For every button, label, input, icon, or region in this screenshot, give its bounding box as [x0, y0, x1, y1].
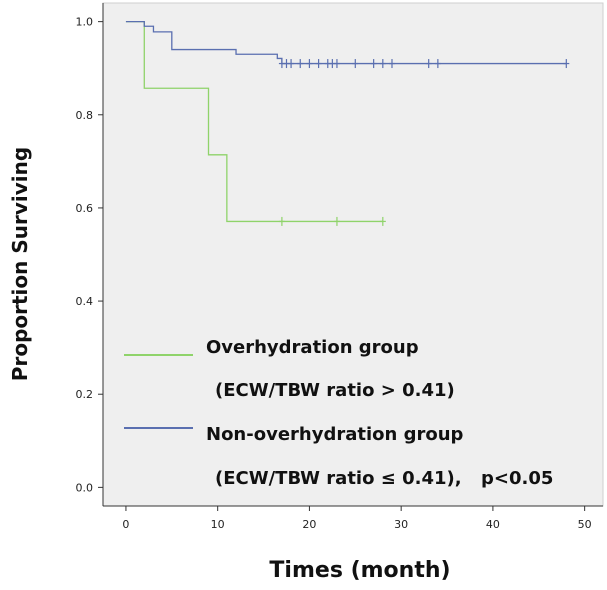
legend: Overhydration group (ECW/TBW ratio > 0.4…	[124, 337, 553, 489]
censor-mark-non-overhydration	[333, 59, 340, 69]
y-tick-label: 0.8	[76, 109, 94, 122]
y-tick-label: 1.0	[76, 16, 94, 29]
censor-mark-non-overhydration	[370, 59, 377, 69]
censor-mark-overhydration	[333, 216, 340, 226]
censor-mark-non-overhydration	[563, 59, 570, 69]
x-tick-label: 10	[211, 518, 225, 531]
series-layer	[125, 20, 570, 226]
y-tick-label: 0.2	[76, 388, 94, 401]
x-tick-label: 20	[302, 518, 316, 531]
x-tick-label: 30	[394, 518, 408, 531]
censor-mark-non-overhydration	[434, 59, 441, 69]
y-axis-title: Proportion Surviving	[8, 147, 32, 381]
x-axis-title: Times (month)	[269, 558, 450, 583]
y-tick-label: 0.4	[76, 295, 94, 308]
x-tick-label: 50	[578, 518, 592, 531]
censor-mark-non-overhydration	[379, 59, 386, 69]
censor-mark-non-overhydration	[297, 59, 304, 69]
legend-label-non-overhydration: Non-overhydration group	[206, 424, 464, 445]
legend-label-overhydration: Overhydration group	[206, 337, 419, 358]
survival-line-overhydration	[125, 20, 383, 223]
censor-mark-non-overhydration	[288, 59, 295, 69]
x-tick-label: 0	[122, 518, 129, 531]
p-value-annotation: p<0.05	[481, 468, 553, 489]
censor-mark-non-overhydration	[425, 59, 432, 69]
censor-mark-overhydration	[278, 216, 285, 226]
axes: 0 10 20 30 40 50 0.0 0.2 0.4 0.6 0.8 1.0	[76, 3, 603, 531]
censor-mark-overhydration	[379, 216, 386, 226]
censor-mark-non-overhydration	[306, 59, 313, 69]
y-tick-label: 0.6	[76, 202, 94, 215]
y-tick-label: 0.0	[76, 481, 94, 494]
censor-mark-non-overhydration	[315, 59, 322, 69]
x-tick-label: 40	[486, 518, 500, 531]
censor-mark-non-overhydration	[388, 59, 395, 69]
censor-mark-non-overhydration	[352, 59, 359, 69]
legend-sublabel-overhydration: (ECW/TBW ratio > 0.41)	[215, 380, 455, 401]
legend-sublabel-non-overhydration: (ECW/TBW ratio ≤ 0.41),	[215, 468, 462, 489]
survival-line-non-overhydration	[125, 20, 567, 65]
plot-area	[102, 2, 604, 507]
